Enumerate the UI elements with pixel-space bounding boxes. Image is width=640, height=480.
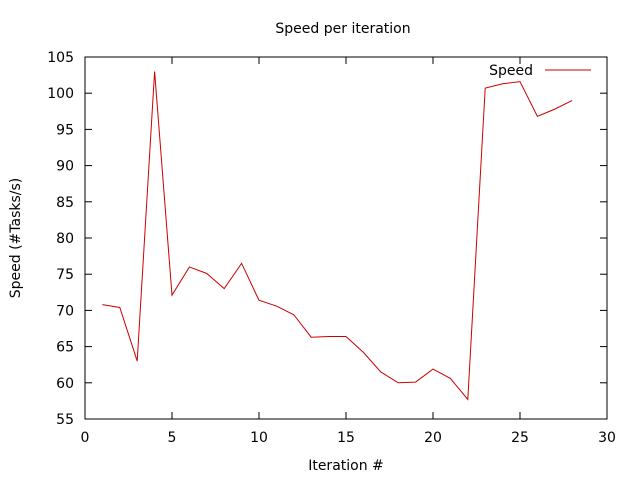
y-tick-label: 80 xyxy=(56,231,74,247)
x-tick-label: 0 xyxy=(81,430,90,446)
y-tick-label: 55 xyxy=(56,412,74,428)
y-tick-label: 75 xyxy=(56,267,74,283)
chart-title: Speed per iteration xyxy=(275,21,410,37)
plot-frame xyxy=(84,56,608,420)
legend: Speed xyxy=(489,63,591,79)
x-tick-label: 25 xyxy=(511,430,529,446)
y-tick-label: 60 xyxy=(56,376,74,392)
y-tick-label: 90 xyxy=(56,159,74,175)
x-tick-label: 5 xyxy=(168,430,177,446)
legend-label-speed: Speed xyxy=(489,63,533,79)
y-tick-label: 65 xyxy=(56,340,74,356)
x-tick-label: 20 xyxy=(424,430,442,446)
x-tick-label: 15 xyxy=(337,430,355,446)
y-axis-label: Speed (#Tasks/s) xyxy=(8,178,24,299)
y-axis-ticks: 55 60 65 70 75 80 85 90 95 100 105 xyxy=(47,50,607,428)
y-tick-label: 85 xyxy=(56,195,74,211)
x-tick-label: 30 xyxy=(598,430,616,446)
x-axis-ticks: 0 5 10 15 20 25 30 xyxy=(81,57,616,446)
y-tick-label: 70 xyxy=(56,303,74,319)
series-line-speed xyxy=(102,71,573,401)
x-axis-label: Iteration # xyxy=(308,458,384,474)
y-tick-label: 105 xyxy=(47,50,74,66)
x-tick-label: 10 xyxy=(250,430,268,446)
y-tick-label: 100 xyxy=(47,86,74,102)
y-tick-label: 95 xyxy=(56,122,74,138)
